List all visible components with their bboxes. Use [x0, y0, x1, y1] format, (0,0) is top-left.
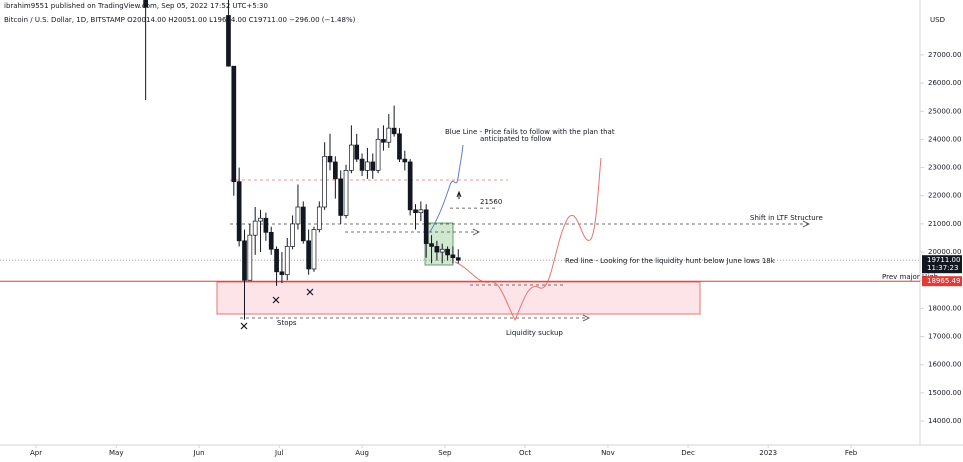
candle-body — [413, 209, 418, 213]
x-tick-label: May — [109, 449, 123, 457]
candle-body — [268, 232, 274, 250]
x-tick-label: Jul — [274, 449, 284, 457]
y-tick-label: 26000.00 — [928, 79, 961, 87]
candle-body — [274, 248, 279, 273]
candle-body — [306, 240, 311, 270]
currency: USD — [930, 16, 945, 24]
candle-body — [236, 181, 242, 242]
up-arrow — [456, 190, 462, 199]
candle-body — [455, 257, 461, 261]
candle-body — [397, 133, 402, 160]
y-tick-label: 21000.00 — [928, 220, 961, 228]
candle-body — [418, 209, 424, 213]
candle-body — [407, 161, 413, 211]
blue-projection — [429, 144, 464, 233]
annotation: Liquidity suckup — [506, 329, 563, 337]
candle-body — [343, 170, 349, 216]
candle-body — [349, 144, 354, 171]
x-marker — [240, 322, 248, 330]
y-tick-label: 25000.00 — [928, 107, 961, 115]
arrow-head — [582, 314, 590, 322]
candle-body — [231, 65, 237, 183]
candle-body — [258, 217, 263, 222]
y-tick-label: 17000.00 — [928, 333, 961, 341]
candle-body — [143, 0, 148, 8]
arrow-head — [802, 220, 810, 228]
candle-body — [354, 144, 360, 160]
prev-high-tag — [922, 276, 962, 287]
x-tick-label: Oct — [519, 449, 531, 457]
candle-body — [332, 161, 338, 180]
arrow-head — [472, 228, 480, 236]
y-tick-label: 22000.00 — [928, 192, 961, 200]
y-tick-label: 18000.00 — [928, 304, 961, 312]
last-price-tag — [922, 255, 962, 274]
annotation: Red line - Looking for the liquidity hun… — [565, 257, 776, 265]
countdown-label: 11:37:23 — [927, 264, 958, 272]
candle-body — [439, 248, 445, 253]
x-tick-label: Aug — [355, 449, 369, 457]
candle-body — [295, 206, 301, 225]
x-tick-label: Sep — [438, 449, 452, 457]
candle-body — [327, 155, 333, 163]
y-tick-label: 20000.00 — [928, 248, 961, 256]
y-tick-label: 23000.00 — [928, 164, 961, 172]
candle-body — [434, 246, 440, 253]
candle-body — [279, 271, 285, 275]
candle-body — [290, 223, 295, 247]
candle-body — [247, 234, 253, 281]
candle-body — [311, 229, 317, 270]
x-tick-label: Apr — [30, 449, 42, 457]
candle-body — [391, 127, 397, 135]
candle-body — [450, 254, 456, 259]
candle-body — [445, 248, 450, 256]
published-note: ibrahim9551 published on TradingView.com… — [4, 2, 268, 10]
candle-body — [375, 139, 381, 171]
x-tick-label: Jun — [193, 449, 205, 457]
candle-body — [322, 155, 328, 208]
liquidity-zone — [216, 281, 701, 315]
candle-body — [226, 15, 231, 67]
candle-body — [370, 161, 376, 171]
x-tick-label: Feb — [845, 449, 858, 457]
candle-body — [365, 161, 370, 171]
y-tick-label: 15000.00 — [928, 389, 961, 397]
candle-body — [263, 217, 269, 233]
annotation: Blue Line - Price fails to follow with t… — [445, 128, 615, 136]
y-tick-label: 27000.00 — [928, 51, 961, 59]
last-price-label: 19711.00 — [927, 256, 960, 264]
x-marker — [306, 288, 314, 296]
y-tick-label: 14000.00 — [928, 417, 961, 425]
annotation: Stops — [277, 319, 297, 327]
candle-body — [402, 158, 408, 163]
annotation: anticipated to follow — [480, 135, 552, 143]
red-projection — [454, 157, 602, 322]
candle-body — [300, 206, 306, 242]
candle-body — [381, 139, 386, 143]
x-tick-label: 2023 — [759, 449, 777, 457]
candle-body — [242, 240, 247, 281]
candle-body — [423, 209, 429, 244]
candle-body — [252, 220, 258, 236]
candle-body — [386, 127, 392, 143]
symbol-info: Bitcoin / U.S. Dollar, 1D, BITSTAMP O200… — [4, 16, 356, 24]
x-tick-label: Nov — [601, 449, 615, 457]
prev-high-label: 18965.49 — [927, 277, 960, 285]
y-tick-label: 24000.00 — [928, 135, 961, 143]
candle-body — [338, 178, 344, 216]
x-marker — [272, 296, 280, 304]
level-label: 21560 — [480, 198, 502, 206]
candle-body — [429, 243, 434, 247]
annotation: Prev major High — [882, 273, 938, 281]
x-tick-label: Dec — [681, 449, 695, 457]
candle-body — [284, 246, 290, 275]
y-tick-label: 16000.00 — [928, 361, 961, 369]
annotation: Shift in LTF Structure — [750, 214, 823, 222]
candle-body — [316, 206, 322, 230]
candle-body — [359, 158, 365, 171]
